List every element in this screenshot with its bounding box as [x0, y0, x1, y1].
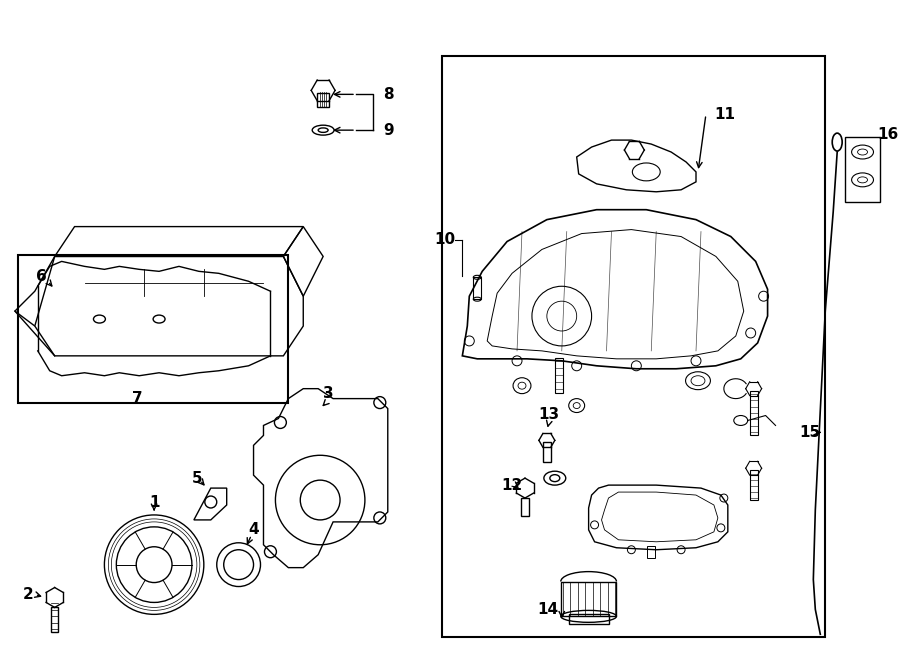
Text: 3: 3: [323, 385, 333, 401]
Bar: [750, 470, 758, 500]
Bar: [845, 137, 880, 202]
Text: 4: 4: [248, 522, 259, 537]
Bar: [561, 582, 617, 616]
Bar: [473, 278, 482, 299]
Text: 7: 7: [132, 391, 142, 406]
Text: 13: 13: [538, 407, 560, 422]
Bar: [750, 391, 758, 436]
Text: 16: 16: [877, 127, 898, 141]
Text: 5: 5: [192, 471, 202, 486]
Bar: [18, 255, 288, 403]
Bar: [569, 614, 608, 624]
Text: 10: 10: [435, 232, 455, 247]
Text: 15: 15: [799, 425, 820, 440]
Text: 8: 8: [382, 87, 393, 102]
Bar: [554, 358, 562, 393]
Text: 1: 1: [148, 494, 159, 510]
Text: 14: 14: [537, 602, 559, 617]
Text: 9: 9: [382, 123, 393, 137]
Bar: [443, 56, 825, 637]
Bar: [647, 546, 655, 558]
Text: 6: 6: [36, 269, 47, 284]
Text: 11: 11: [714, 106, 735, 122]
Bar: [543, 442, 551, 462]
Text: 2: 2: [22, 587, 33, 602]
Text: 12: 12: [501, 478, 523, 492]
Bar: [521, 498, 529, 516]
Bar: [317, 93, 329, 107]
Bar: [51, 607, 59, 633]
